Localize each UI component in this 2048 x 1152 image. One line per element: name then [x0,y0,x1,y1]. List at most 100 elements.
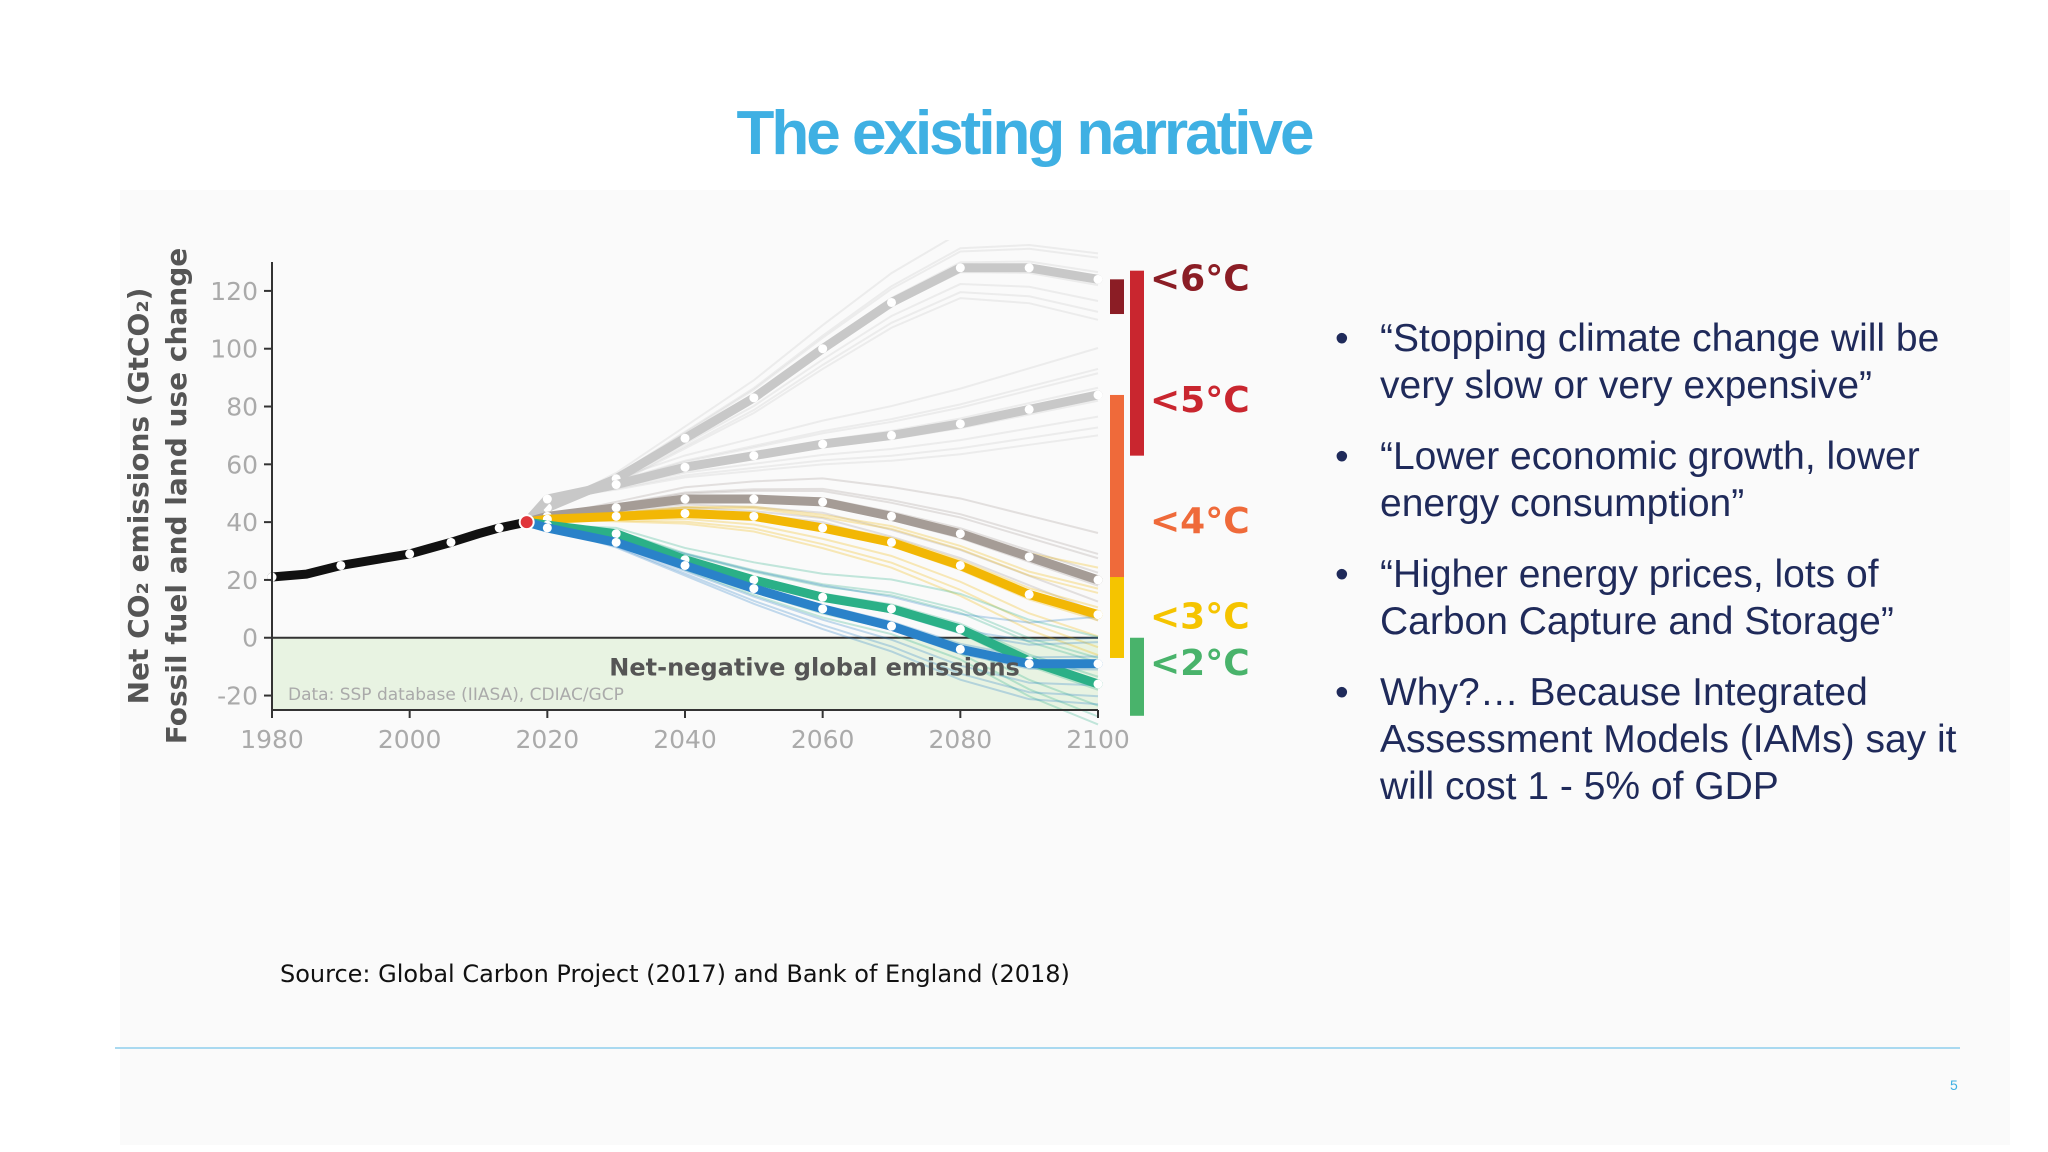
pathway-point [955,644,965,654]
pathway-point [680,433,690,443]
temperature-band [1110,577,1124,658]
emissions-chart-svg: 120 100 80 60 40 20 0 -20 1980 2000 2020 2040 2060 20… [122,225,1250,754]
net-negative-label: Net-negative global emissions [609,654,1020,682]
pathway-point [818,604,828,614]
pathway-point [887,511,896,521]
bullet-item: • “Lower economic growth, lower energy co… [1335,433,2015,527]
pathway-point [542,523,552,533]
temperature-band-label: <6°C [1150,258,1250,299]
temperature-band [1130,637,1144,716]
pathway-point [611,511,621,521]
x-tick-label: 2060 [791,725,855,754]
pathway-point [955,624,965,634]
current-emissions-point [518,514,535,531]
pathway-point [749,393,759,403]
pathway-point [1093,659,1103,669]
pathway-point [1024,659,1034,669]
pathway-point [680,462,690,472]
pathway-line [522,508,1103,620]
pathway-point [818,523,828,533]
pathway-point [611,503,621,513]
pathway-point [818,497,828,507]
pathway-line [522,517,1103,689]
pathway-point [611,529,621,539]
bullet-item: • “Stopping climate change will be very s… [1335,315,2015,409]
bullet-text: “Higher energy prices, lots of Carbon Ca… [1380,553,1894,643]
pathway-point [680,494,690,504]
bullet-item: • “Higher energy prices, lots of Carbon C… [1335,551,2015,645]
bullet-text: Why?… Because Integrated Assessment Mode… [1380,671,1957,808]
temperature-band-label: <3°C [1150,597,1250,638]
x-tick-label: 2040 [653,725,717,754]
page-number: 5 [1950,1077,1958,1093]
bullet-text: “Lower economic growth, lower energy con… [1380,435,1920,525]
pathway-point [818,344,828,354]
pathway-point [749,584,759,594]
y-axis-label-line1: Net CO₂ emissions (GtCO₂) [122,288,155,705]
x-tick-label: 2020 [516,725,580,754]
y-axis-label-line2: Fossil fuel and land use change [160,248,193,745]
historical-point [446,537,456,547]
bullet-icon: • [1335,671,1349,714]
historical-point [405,549,415,559]
temperature-band-label: <4°C [1150,501,1250,542]
bullet-icon: • [1335,553,1349,596]
y-tick-label: 60 [226,450,258,479]
pathway-point [1024,589,1034,599]
pathway-point [749,494,759,504]
pathway-point [818,592,828,602]
pathway-line [522,517,1103,669]
slide-title: The existing narrative [736,99,1315,168]
chart-source: Source: Global Carbon Project (2017) and… [280,960,1070,988]
pathway-point [955,529,965,539]
pathway-point [887,430,896,440]
pathway-point [1024,552,1034,562]
y-tick-label: 0 [242,624,258,653]
pathway-point [749,511,759,521]
emissions-chart: 120 100 80 60 40 20 0 -20 1980 2000 2020 2040 2060 20… [110,225,1270,1020]
pathway-point [887,604,896,614]
y-tick-label: 80 [226,393,258,422]
x-tick-label: 2100 [1066,725,1130,754]
pathway-point [542,494,552,504]
pathway-line [522,494,1103,585]
temperature-band [1110,279,1124,315]
pathway-line [522,390,1103,527]
temperature-band [1110,394,1124,580]
pathway-point [611,480,621,490]
pathway-point [749,575,759,585]
y-tick-label: 120 [210,277,258,306]
pathway-point [955,560,965,570]
pathway-point [749,451,759,461]
pathway-point [1024,404,1034,414]
historical-point [336,560,346,570]
y-tick-label: -20 [217,682,258,711]
pathway-point [818,439,828,449]
bullet-list: • “Stopping climate change will be very s… [1335,315,2015,834]
x-tick-label: 1980 [240,725,304,754]
bullet-item: • Why?… Because Integrated Assessment Mod… [1335,669,2015,810]
pathway-point [611,537,621,547]
historical-point [494,523,504,533]
historical-line [267,517,532,582]
pathway-point [680,508,690,518]
pathway-point [680,560,690,570]
pathway-point [955,263,965,273]
y-tick-label: 20 [226,566,258,595]
pathway-point [887,621,896,631]
pathway-point [955,419,965,429]
bullet-text: “Stopping climate change will be very sl… [1380,317,1940,407]
y-tick-label: 100 [210,335,258,364]
temperature-band-label: <2°C [1150,643,1250,684]
pathway-point [1093,390,1103,400]
pathway-point [1024,263,1034,273]
x-tick-label: 2000 [378,725,442,754]
y-tick-label: 40 [226,508,258,537]
temperature-band-label: <5°C [1150,380,1250,421]
bullet-icon: • [1335,435,1349,478]
pathway-point [887,297,896,307]
pathway-point [887,537,896,547]
x-tick-label: 2080 [929,725,993,754]
data-credit-label: Data: SSP database (IIASA), CDIAC/GCP [288,685,624,705]
pathway-point [1093,610,1103,620]
